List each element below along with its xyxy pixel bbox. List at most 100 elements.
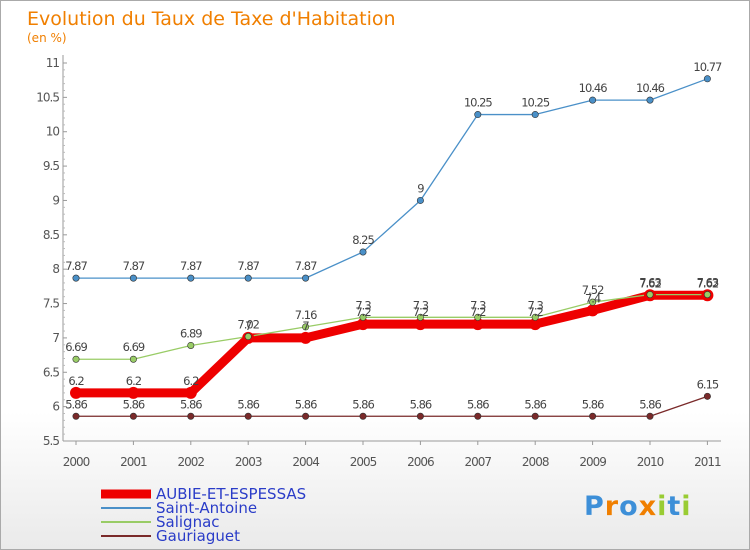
data-label: 7.3 [413,298,429,312]
series-line-gauriaguet [76,395,708,417]
y-tick-label: 9 [52,193,59,207]
y-tick-label: 6 [52,400,59,414]
data-label: 7.2 [470,305,486,319]
data-point [589,298,597,306]
x-tick-label: 2000 [63,455,90,469]
logo-letter: r [604,491,620,522]
data-label: 5.86 [639,397,661,411]
x-tick-label: 2010 [637,455,664,469]
data-point [302,274,310,282]
data-label: 7.52 [582,283,604,297]
data-label: 5.86 [180,397,202,411]
data-label: 10.25 [521,96,550,110]
legend-label: Gauriaguet [156,527,240,545]
data-label: 7.87 [237,259,259,273]
x-tick-label: 2004 [292,455,319,469]
data-label: 7.87 [65,259,87,273]
data-point [416,313,424,321]
data-point [70,386,82,399]
data-label: 7.02 [237,318,259,332]
data-label: 7.16 [295,308,317,322]
data-label: 5.86 [65,397,87,411]
data-point [529,318,542,331]
data-point [302,412,310,420]
x-tick-label: 2003 [235,455,262,469]
data-label: 6.15 [697,377,719,391]
y-tick-label: 9.5 [43,159,59,173]
data-point [531,111,539,119]
data-point [129,355,137,363]
y-tick-label: 8.5 [43,228,59,242]
data-point [589,96,597,104]
logo-letter: P [584,491,605,522]
data-label: 7.62 [697,276,719,290]
data-point [184,386,197,399]
x-tick-label: 2005 [350,455,377,469]
data-label: 7.63 [639,276,661,290]
data-point [359,412,367,420]
y-tick-label: 5.5 [43,434,59,448]
data-label: 7.63 [697,276,719,290]
data-label: 6.69 [65,340,87,354]
proxiti-logo: Proxiti [584,491,692,522]
data-point [531,412,539,420]
data-point [414,318,427,331]
x-tick-label: 2011 [694,455,721,469]
data-point [357,318,369,331]
data-point [359,313,367,321]
data-point [129,274,137,282]
logo-letter: t [667,491,682,522]
data-label: 10.25 [464,96,493,110]
data-label: 7.4 [585,291,601,305]
data-label: 10.77 [693,60,722,74]
data-point [474,111,482,119]
x-tick-label: 2007 [465,455,492,469]
data-label: 7.87 [180,259,202,273]
logo-letter: i [681,491,692,522]
data-point [299,331,312,344]
chart-title: Evolution du Taux de Taxe d'Habitation [27,8,396,30]
data-point [589,412,597,420]
data-point [646,412,654,420]
data-point [129,412,137,420]
data-label: 7.3 [355,298,371,312]
data-point [244,412,252,420]
y-tick-label: 11 [46,56,60,70]
data-point [72,274,80,282]
data-label: 10.46 [636,81,665,95]
y-tick-label: 7.5 [43,297,59,311]
data-point [703,291,711,299]
y-tick-label: 10 [46,125,60,139]
series-line-aubie-et-espessas [76,290,708,398]
data-label: 5.86 [123,397,145,411]
x-tick-label: 2002 [178,455,205,469]
x-tick-label: 2008 [522,455,549,469]
data-label: 7 [245,319,252,333]
data-point [72,412,80,420]
data-label: 5.86 [410,397,432,411]
data-label: 6.2 [126,374,142,388]
data-point [646,96,654,104]
data-label: 5.86 [237,397,259,411]
logo-letter: x [638,491,658,522]
data-label: 6.2 [68,374,84,388]
data-label: 5.86 [467,397,489,411]
data-point [586,304,599,317]
data-label: 6.89 [180,326,202,340]
data-point [244,274,252,282]
data-point [302,323,310,331]
data-point [72,355,80,363]
chart-subtitle: (en %) [27,31,67,45]
data-label: 7.87 [123,259,145,273]
data-point [187,412,195,420]
series-line-salignac [76,293,708,360]
data-label: 7 [302,319,309,333]
data-label: 8.25 [352,233,374,247]
data-point [187,341,195,349]
legend-label: AUBIE-ET-ESPESSAS [156,485,306,503]
data-label: 7.62 [639,276,661,290]
legend-label: Saint-Antoine [156,499,257,517]
data-point [127,386,140,399]
